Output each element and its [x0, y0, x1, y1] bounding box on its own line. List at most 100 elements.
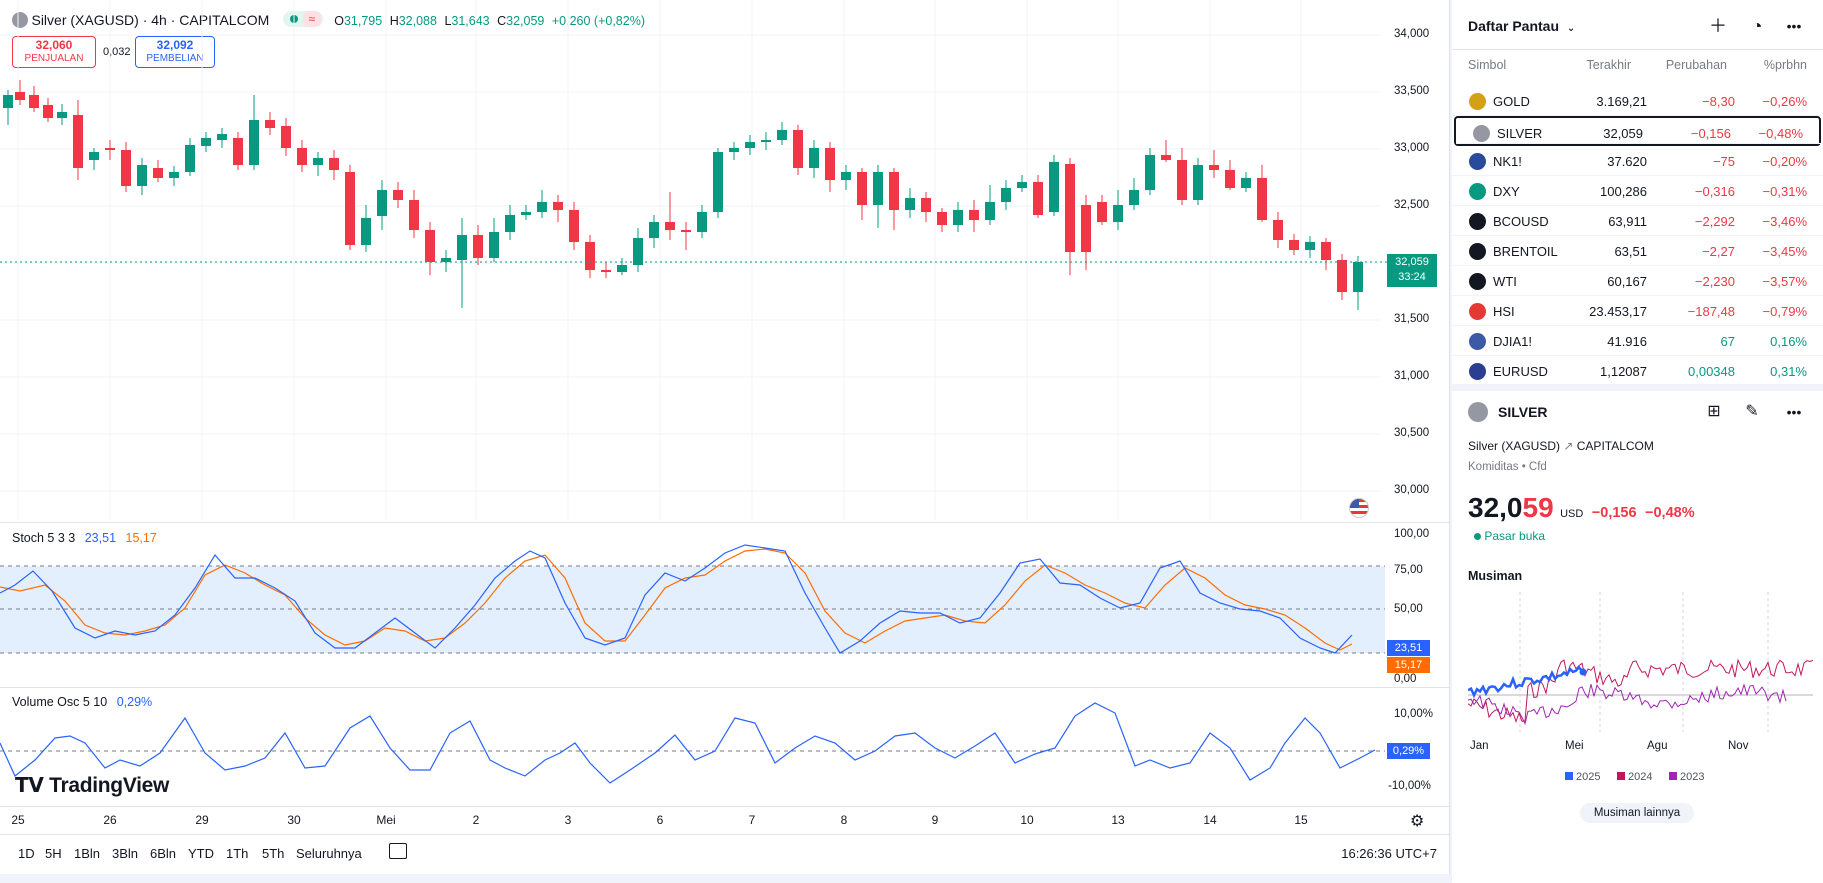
candle-body [233, 138, 243, 165]
silver-icon [12, 12, 28, 28]
row-divider [1452, 325, 1823, 326]
stoch-chart[interactable] [0, 523, 1449, 688]
watchlist-symbol: DXY [1493, 184, 1520, 199]
row-divider [1456, 143, 1823, 144]
watchlist-row[interactable]: SILVER 32,059 −0,156 −0,48% [1454, 116, 1823, 146]
seasonal-title[interactable]: Musiman [1468, 569, 1523, 583]
seasonal-legend-label: 2025 [1576, 771, 1601, 783]
timeframe-1bln[interactable]: 1Bln [74, 846, 101, 861]
candle-body [201, 138, 211, 146]
watchlist-change: −187,48 [1687, 304, 1735, 319]
time-axis-label: 3 [564, 813, 572, 827]
candle-body [953, 210, 963, 225]
candle-body [377, 190, 387, 216]
watchlist-row[interactable]: BCOUSD 63,911 −2,292 −3,46% [1452, 206, 1823, 236]
details-symbol[interactable]: SILVER [1498, 404, 1548, 420]
candle-body [217, 134, 227, 140]
timeframe-3bln[interactable]: 3Bln [112, 846, 139, 861]
hsi-icon [1469, 303, 1486, 320]
col-symbol[interactable]: Simbol [1468, 58, 1507, 72]
watchlist-change-pct: −0,31% [1762, 184, 1807, 199]
watchlist-change-pct: −0,26% [1762, 94, 1807, 109]
more-menu-icon[interactable]: ••• [1786, 18, 1802, 34]
seasonal-legend-label: 2024 [1628, 771, 1653, 783]
details-exchange[interactable]: CAPITALCOM [1576, 439, 1654, 453]
candle-body [889, 172, 899, 210]
volosc-value-tag: 0,29% [1387, 743, 1430, 759]
legend-swatch-icon [1617, 772, 1625, 780]
candle-body [1305, 242, 1315, 250]
watchlist-row[interactable]: BRENTOIL 63,51 −2,27 −3,45% [1452, 236, 1823, 266]
grid-layout-icon[interactable]: ⊞ [1707, 403, 1721, 420]
timeframe-ytd[interactable]: YTD [188, 846, 214, 861]
watchlist-row[interactable]: GOLD 3.169,21 −8,30 −0,26% [1452, 86, 1823, 116]
watchlist-row[interactable]: DJIA1! 41.916 67 0,16% [1452, 326, 1823, 356]
candle-body [265, 120, 275, 128]
more-menu-icon[interactable]: ••• [1786, 404, 1802, 420]
watchlist-row[interactable]: EURUSD 1,12087 0,00348 0,31% [1452, 356, 1823, 386]
candle-body [121, 150, 131, 186]
volosc-legend[interactable]: Volume Osc 5 10 0,29% [12, 695, 152, 709]
candle-body [505, 215, 515, 232]
watchlist-row[interactable]: NK1! 37.620 −75 −0,20% [1452, 146, 1823, 176]
col-change-pct[interactable]: %prbhn [1763, 58, 1807, 72]
candle-body [1289, 240, 1299, 250]
clock-timezone[interactable]: 16:26:36 UTC+7 [1341, 846, 1437, 861]
oil-drop-icon [1469, 213, 1486, 230]
sell-button[interactable]: 32,060 PENJUALAN [12, 36, 96, 68]
date-range-calendar-icon[interactable] [389, 843, 407, 859]
watchlist-row[interactable]: DXY 100,286 −0,316 −0,31% [1452, 176, 1823, 206]
price-chart[interactable] [0, 0, 1449, 520]
watchlist-row[interactable]: HSI 23.453,17 −187,48 −0,79% [1452, 296, 1823, 326]
details-price-main: 32,0 [1468, 492, 1523, 523]
time-axis-label: 7 [748, 813, 756, 827]
seasonal-chart[interactable] [1468, 592, 1813, 740]
external-link-icon[interactable]: ↗ [1563, 439, 1574, 453]
row-divider [1452, 265, 1823, 266]
watchlist-last: 3.169,21 [1596, 94, 1647, 109]
candle-body [3, 95, 13, 108]
time-axis-label: 25 [11, 813, 25, 827]
stoch-axis-label: 50,00 [1394, 603, 1423, 615]
row-divider [1452, 205, 1823, 206]
watchlist-change-pct: −3,45% [1762, 244, 1807, 259]
us-flag-icon[interactable] [1349, 498, 1369, 518]
stoch-d-value: 15,17 [125, 531, 157, 545]
price-axis-label: 33,000 [1394, 142, 1430, 154]
pie-chart-icon[interactable]: ◔ [1751, 16, 1763, 36]
more-seasonals-button[interactable]: Musiman lainnya [1580, 803, 1694, 823]
buy-button[interactable]: 32,092 PEMBELIAN [135, 36, 215, 68]
logo-text: TradingView [49, 774, 170, 797]
add-symbol-plus-icon[interactable]: ＋ [1709, 16, 1727, 36]
watchlist-last: 1,12087 [1600, 364, 1647, 379]
timeframe-1th[interactable]: 1Th [226, 846, 249, 861]
tradingview-logo[interactable]: 𝗧𝗩 TradingView [15, 773, 169, 798]
candle-body [537, 202, 547, 212]
timeframe-seluruhnya[interactable]: Seluruhnya [296, 846, 362, 861]
timeframe-5h[interactable]: 5H [45, 846, 62, 861]
candle-body [313, 158, 323, 165]
details-change: −0,156 [1591, 505, 1637, 521]
watchlist-row[interactable]: WTI 60,167 −2,230 −3,57% [1452, 266, 1823, 296]
settings-gear-icon[interactable]: ⚙ [1410, 813, 1425, 830]
details-full-name[interactable]: Silver (XAGUSD) [1468, 439, 1561, 453]
stoch-label: Stoch 5 3 3 [12, 531, 76, 545]
details-change-pct: −0,48% [1645, 505, 1695, 521]
edit-note-icon[interactable]: ✎ [1745, 403, 1759, 420]
col-change[interactable]: Perubahan [1665, 58, 1727, 72]
timeframe-1d[interactable]: 1D [18, 846, 35, 861]
stoch-legend[interactable]: Stoch 5 3 3 23,51 15,17 [12, 531, 157, 545]
time-axis-label: 9 [931, 813, 939, 827]
watchlist-title[interactable]: Daftar Pantau ⌄ [1468, 18, 1575, 34]
chart-panel[interactable]: Silver (XAGUSD) · 4h · CAPITALCOM ≈ O31,… [0, 0, 1450, 874]
volume-osc-chart[interactable] [0, 688, 1449, 806]
watchlist-change: −8,30 [1702, 94, 1735, 109]
details-category-line: Komiditas • Cfd [1468, 461, 1547, 473]
high-value: 32,088 [398, 14, 437, 28]
timeframe-5th[interactable]: 5Th [262, 846, 285, 861]
watchlist-change-pct: −0,20% [1762, 154, 1807, 169]
col-last[interactable]: Terakhir [1586, 58, 1631, 72]
timeframe-6bln[interactable]: 6Bln [150, 846, 177, 861]
candle-body [569, 210, 579, 242]
watchlist-symbol: EURUSD [1493, 364, 1548, 379]
